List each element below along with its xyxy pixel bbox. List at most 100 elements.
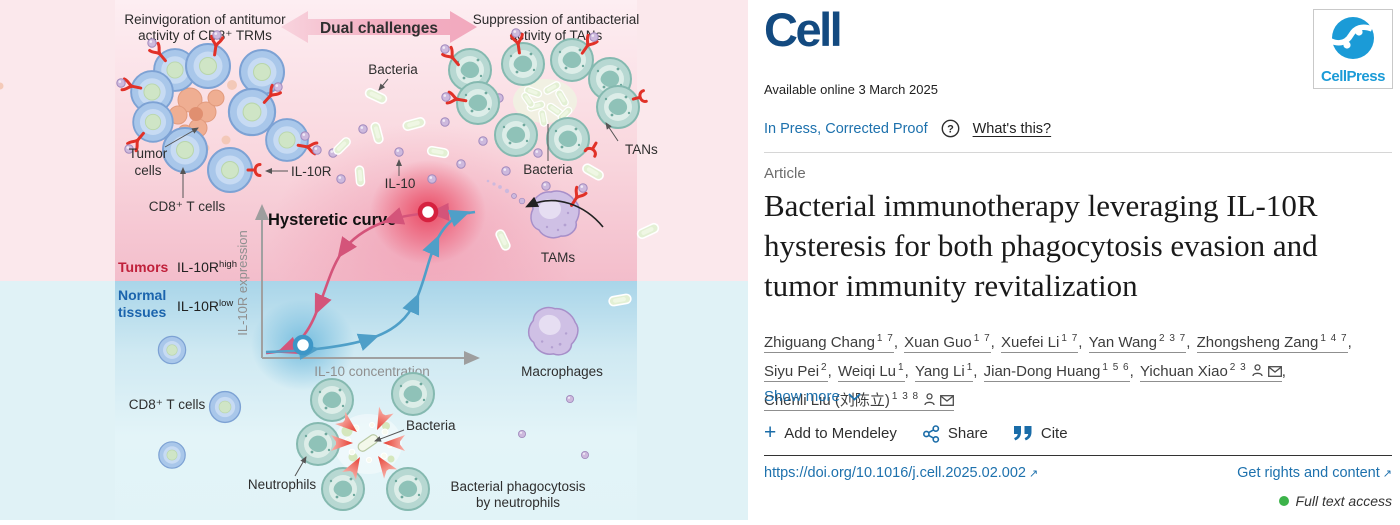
graphical-abstract[interactable]: Dual challenges Reinvigoration of antitu… [0,0,748,520]
author[interactable]: Zhongsheng Zang 1 4 7 [1196,333,1348,353]
author-list: Zhiguang Chang 1 7, Xuan Guo 1 7, Xuefei L… [764,333,1352,411]
double-arrow-icon [281,11,477,43]
zone-labels: Tumors IL-10Rhigh Normal tissues IL-10Rl… [118,259,237,320]
il10r-high-label: IL-10Rhigh [177,259,237,275]
action-bar: + Add to Mendeley Share Cite [764,421,1068,444]
in-press-link[interactable]: In Press, Corrected Proof [764,120,928,137]
cd8-bottom-label: CD8⁺ T cells [129,397,206,412]
share-button[interactable]: Share [922,424,988,443]
tans-label: TANs [625,142,658,157]
show-more-button[interactable]: Show more [764,388,861,405]
neutrophil-phagocytosis [296,372,435,511]
svg-text:?: ? [947,123,954,135]
get-rights-link[interactable]: Get rights and content ↗ [1237,465,1392,481]
author[interactable]: Yan Wang 2 3 7 [1088,333,1187,353]
phagocytosis-caption-line2: by neutrophils [476,495,560,510]
cite-quote-icon [1013,426,1032,441]
article-header-panel: Cell CellPress Available online 3 March … [748,0,1400,520]
author[interactable]: Xuan Guo 1 7 [904,333,991,353]
doi-link[interactable]: https://doi.org/10.1016/j.cell.2025.02.0… [764,465,1039,481]
add-to-mendeley-button[interactable]: + Add to Mendeley [764,421,897,444]
tams-label: TAMs [541,250,575,265]
mendeley-label: Add to Mendeley [784,425,897,442]
tumor-state-marker [417,201,439,223]
header-divider [764,152,1392,153]
cellpress-logo-text: CellPress [1321,68,1385,85]
hysteresis-plot: IL-10R expression IL-10 concentration Hy… [235,201,480,379]
normal-tissues-label-line1: Normal [118,287,166,303]
attack-arrows [331,406,405,481]
il10-pointer-label: IL-10 [385,176,416,191]
chevron-down-icon [848,392,861,401]
title-line1: Bacterial immunotherapy leveraging IL-10… [764,188,1318,223]
title-line2: hysteresis for both phagocytosis evasion… [764,228,1318,263]
cite-label: Cite [1040,425,1068,442]
author[interactable]: Zhiguang Chang 1 7 [764,333,894,353]
available-online-date: Available online 3 March 2025 [764,82,938,97]
author[interactable]: Yang Li 1 [914,362,974,382]
tumors-label: Tumors [118,259,169,275]
author[interactable]: Weiqi Lu 1 [837,362,905,382]
share-label: Share [947,425,988,442]
author[interactable]: Jian-Dong Huang 1 5 6 [983,362,1130,382]
bottom-labels: CD8⁺ T cells Macrophages Neutrophils Bac… [129,364,603,510]
plus-icon: + [764,421,777,444]
access-row: Full text access [1278,493,1392,509]
tumor-cells-label-line2: cells [134,163,161,178]
whats-this-link[interactable]: What's this? [972,120,1052,137]
author[interactable]: Xuefei Li 1 7 [1000,333,1079,353]
neutrophils-label: Neutrophils [248,477,317,492]
suppression-caption-line1: Suppression of antibacterial [473,12,640,27]
bacteria-top-label: Bacteria [368,62,418,77]
footer-divider [764,455,1392,456]
share-icon [922,424,940,443]
normal-state-marker [292,334,314,356]
x-axis-label: IL-10 concentration [314,364,430,379]
author[interactable]: Chenli Liu (刘陈立) 1 3 8 [764,391,955,411]
macrophages-label: Macrophages [521,364,603,379]
question-mark-icon[interactable]: ? [941,119,960,138]
open-access-dot-icon [1278,496,1289,506]
bacteria-tan-label: Bacteria [523,162,573,177]
plot-title: Hysteretic curve [268,211,396,229]
envelope-icon [940,395,955,406]
tumor-cell-cluster [0,30,322,193]
author[interactable]: Yichuan Xiao 2 3 [1139,362,1282,382]
dual-challenges-banner: Dual challenges [281,11,477,43]
cellpress-logo-icon [1329,17,1374,59]
tan-cluster [440,28,648,161]
cite-button[interactable]: Cite [1013,425,1068,442]
reinvigoration-caption-line2: activity of CD8⁺ TRMs [138,28,272,43]
doi-row: https://doi.org/10.1016/j.cell.2025.02.0… [764,465,1392,481]
graphical-abstract-figure: Dual challenges Reinvigoration of antitu… [0,0,748,520]
bacteria-bottom-label: Bacteria [406,418,456,433]
annotation-labels: Bacteria Tumor cells CD8⁺ T cells IL-10R… [129,62,658,265]
show-more-label: Show more [764,388,840,405]
author[interactable]: Siyu Pei 2 [764,362,828,382]
person-icon [924,393,935,406]
article-type-label: Article [764,165,806,182]
article-title: Bacterial immunotherapy leveraging IL-10… [764,186,1394,306]
in-press-row: In Press, Corrected Proof ? What's this? [764,119,1051,138]
envelope-icon [1267,366,1282,377]
title-line3: tumor immunity revitalization [764,268,1138,303]
tam-cell [486,179,604,239]
normal-tissues-label-line2: tissues [118,304,166,320]
il10-secretion-arrow [525,196,604,228]
full-text-access-label: Full text access [1295,493,1392,509]
y-axis-label: IL-10R expression [235,230,250,336]
cell-journal-logo[interactable]: Cell [764,3,843,56]
external-link-icon: ↗ [1029,468,1039,480]
person-icon [1252,364,1263,377]
cd8-top-label: CD8⁺ T cells [149,199,226,214]
cellpress-logo[interactable]: CellPress [1313,9,1393,89]
external-link-icon: ↗ [1382,468,1392,480]
tumor-cells-label-line1: Tumor [129,146,168,161]
suppression-caption-line2: activity of TANs [510,28,603,43]
dual-challenges-label: Dual challenges [320,20,438,37]
reinvigoration-caption-line1: Reinvigoration of antitumor [124,12,286,27]
top-captions: Reinvigoration of antitumor activity of … [124,12,639,43]
phagocytosis-caption-line1: Bacterial phagocytosis [450,479,585,494]
il10r-low-label: IL-10Rlow [177,298,233,314]
il10r-pointer-label: IL-10R [291,164,332,179]
